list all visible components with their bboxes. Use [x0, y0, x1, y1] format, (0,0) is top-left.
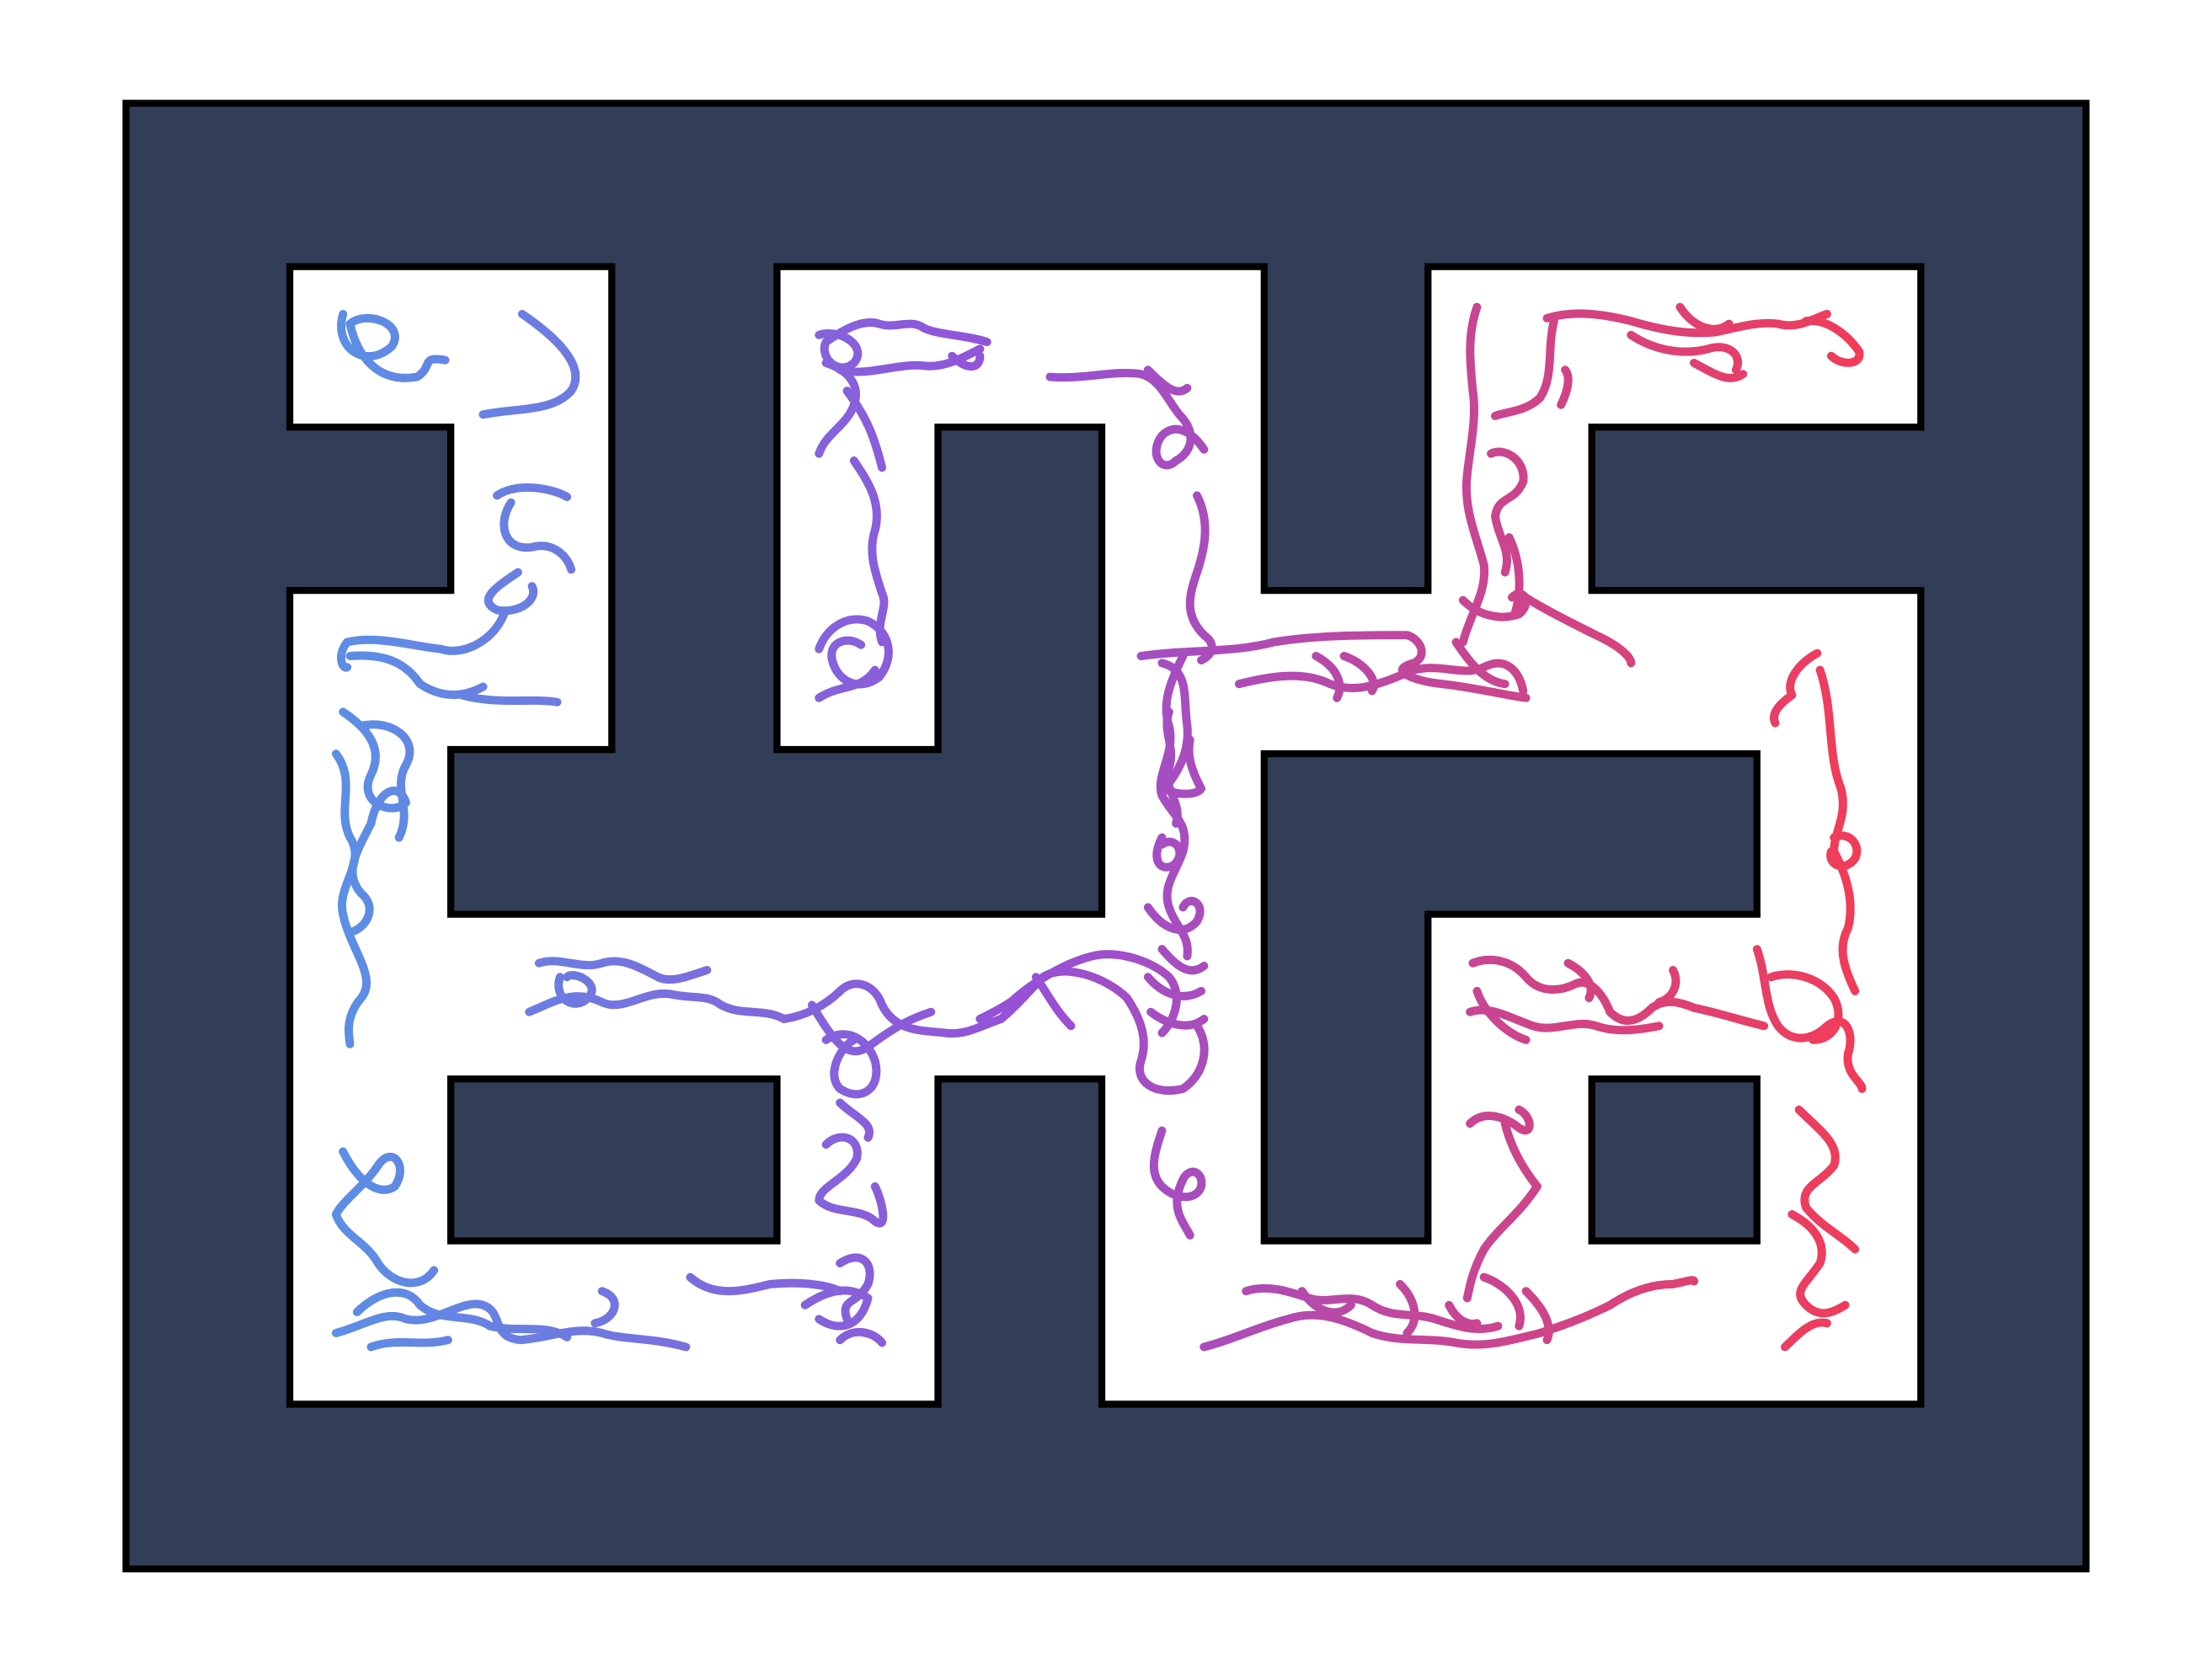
trajectory-trail [331, 302, 1867, 1352]
